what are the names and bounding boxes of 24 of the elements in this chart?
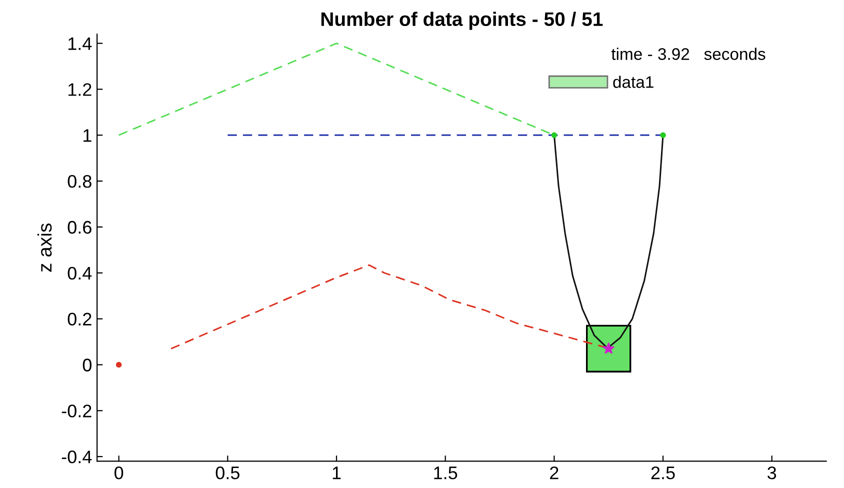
y-tick-label: 0: [82, 358, 92, 372]
y-axis-title: z axis: [37, 224, 52, 272]
annotation: time - 3.92 seconds: [611, 48, 766, 60]
y-tick-label: 0.2: [68, 312, 92, 326]
x-tick-label: 3: [768, 466, 776, 480]
legend-label: data1: [613, 76, 654, 88]
y-tick-label: -0.2: [62, 404, 92, 418]
x-tick-label: 2: [550, 466, 558, 480]
y-tick-label: -0.4: [62, 450, 92, 464]
y-tick-label: 1.4: [68, 37, 92, 50]
chart-title: Number of data points - 50 / 51: [321, 12, 603, 30]
x-tick-label: 0: [114, 466, 124, 480]
x-tick-label: 1: [332, 466, 341, 480]
x-tick-label: 2.5: [651, 466, 675, 480]
point: [116, 362, 122, 368]
x-tick-label: 1.5: [434, 466, 458, 480]
y-tick-label: 0.4: [68, 266, 92, 280]
y-tick-label: 0.6: [68, 220, 92, 234]
y-tick-label: 1.2: [68, 83, 92, 96]
y-tick-label: 0.8: [68, 175, 92, 188]
x-tick-label: 0.5: [216, 466, 240, 480]
point: [660, 132, 666, 138]
point: [551, 132, 558, 138]
y-tick-label: 1: [84, 129, 92, 142]
